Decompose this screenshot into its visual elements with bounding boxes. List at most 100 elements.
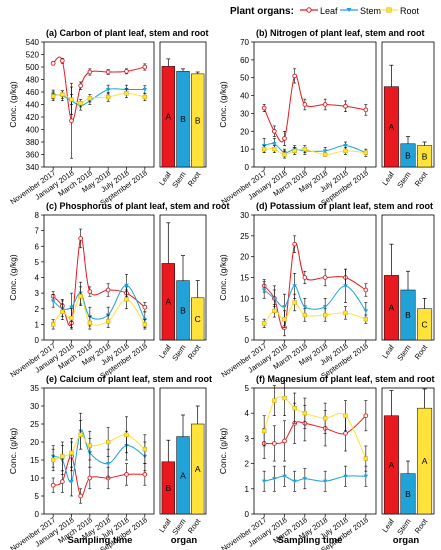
data-point-root: [69, 315, 74, 321]
data-point-leaf: [282, 136, 287, 141]
data-point-leaf: [261, 105, 267, 111]
data-point-root: [69, 450, 74, 455]
data-point-root: [69, 97, 74, 102]
data-point-leaf: [105, 287, 111, 293]
data-point-stem: [322, 149, 328, 154]
data-point-root: [272, 308, 277, 313]
data-point-root: [60, 309, 65, 315]
organ-label: Stem: [170, 170, 187, 190]
y-tick-label: 35: [30, 384, 39, 393]
panel-3: (d) Potassium of plant leaf, stem and ro…: [218, 201, 435, 380]
organ-label: Root: [186, 169, 203, 188]
significance-letter: A: [165, 112, 171, 122]
y-tick-label: 50: [240, 74, 249, 83]
footer-organ: organ: [171, 535, 198, 546]
significance-letter: A: [165, 297, 171, 307]
significance-letter: A: [389, 460, 395, 470]
data-point-stem: [272, 142, 277, 146]
y-tick-label: 20: [240, 127, 249, 136]
y-axis-label: Conc. (g/kg): [218, 428, 228, 474]
data-point-stem: [69, 480, 74, 484]
series-line-root: [264, 148, 366, 156]
data-point-stem: [363, 309, 369, 314]
data-point-leaf: [50, 482, 56, 488]
data-point-root: [142, 322, 147, 327]
y-tick-label: 2: [35, 305, 40, 314]
data-point-leaf: [343, 431, 348, 436]
organ-label: Stem: [395, 343, 412, 363]
data-point-leaf: [78, 83, 84, 89]
y-tick-label: 25: [30, 420, 39, 429]
panel-title: (b) Nitrogen of plant leaf, stem and roo…: [256, 28, 425, 38]
data-point-stem: [292, 479, 297, 484]
data-point-root: [51, 94, 56, 99]
data-point-root: [78, 101, 83, 106]
data-point-root: [302, 312, 307, 318]
line-plot-frame: [43, 387, 155, 515]
footer-sampling-time: Sampling time: [68, 535, 133, 546]
data-point-root: [323, 416, 328, 421]
data-point-stem: [105, 462, 111, 466]
data-point-root: [262, 321, 267, 326]
data-point-root: [51, 322, 56, 327]
y-axis-label: Conc. (g/kg): [218, 81, 228, 127]
series-line-leaf: [52, 455, 145, 497]
series-line-leaf: [263, 242, 367, 330]
y-tick-label: 60: [240, 56, 249, 65]
series-line-root: [263, 396, 367, 459]
y-axis-label: Conc. (g/kg): [218, 254, 228, 300]
data-point-stem: [363, 474, 369, 479]
series-line-root: [52, 434, 146, 461]
y-tick-label: 15: [240, 274, 249, 283]
y-tick-label: 500: [26, 63, 40, 72]
series-line-stem: [263, 285, 367, 312]
data-point-root: [302, 411, 307, 416]
data-point-leaf: [363, 287, 369, 293]
data-point-root: [142, 94, 147, 100]
y-axis-label: Conc. (g/kg): [8, 428, 18, 474]
panel-1: (b) Nitrogen of plant leaf, stem and roo…: [218, 28, 435, 207]
data-point-stem: [343, 474, 348, 479]
y-tick-label: 0: [245, 163, 250, 172]
data-point-leaf: [124, 472, 129, 477]
data-point-leaf: [59, 479, 65, 484]
panel-title: (a) Carbon of plant leaf, stem and root: [46, 28, 209, 38]
data-point-leaf: [50, 60, 56, 66]
series-line-leaf: [52, 237, 146, 326]
legend-title: Plant organs:: [230, 6, 294, 17]
data-point-root: [272, 146, 277, 152]
data-point-leaf: [302, 102, 308, 107]
y-tick-label: 70: [240, 38, 249, 47]
data-point-root: [302, 146, 307, 152]
y-tick-label: 0: [245, 336, 250, 345]
significance-letter: A: [389, 122, 395, 132]
significance-letter: B: [405, 489, 411, 499]
data-point-leaf: [69, 118, 74, 124]
organ-label: Stem: [395, 170, 412, 190]
data-point-root: [363, 150, 368, 155]
data-point-stem: [343, 284, 348, 289]
data-point-root: [78, 432, 83, 437]
y-tick-label: 0: [245, 510, 250, 519]
y-tick-label: 10: [30, 474, 39, 483]
y-tick-label: 30: [240, 211, 249, 220]
organ-label: Stem: [170, 343, 187, 363]
data-point-root: [124, 432, 129, 437]
data-point-leaf: [142, 472, 148, 477]
significance-letter: B: [195, 115, 201, 125]
data-point-root: [87, 443, 92, 448]
significance-letter: B: [180, 114, 186, 124]
data-point-leaf: [363, 107, 369, 113]
data-point-leaf: [271, 441, 277, 446]
y-tick-label: 400: [26, 126, 40, 135]
line-plot-frame: [253, 41, 377, 168]
data-point-stem: [142, 87, 148, 92]
y-tick-label: 520: [26, 51, 40, 60]
y-tick-label: 7: [35, 227, 40, 236]
data-point-stem: [282, 305, 287, 309]
data-point-root: [292, 300, 297, 305]
data-point-root: [323, 152, 328, 157]
data-point-leaf: [105, 69, 111, 75]
line-plot-frame: [253, 387, 377, 515]
data-point-root: [106, 439, 111, 445]
